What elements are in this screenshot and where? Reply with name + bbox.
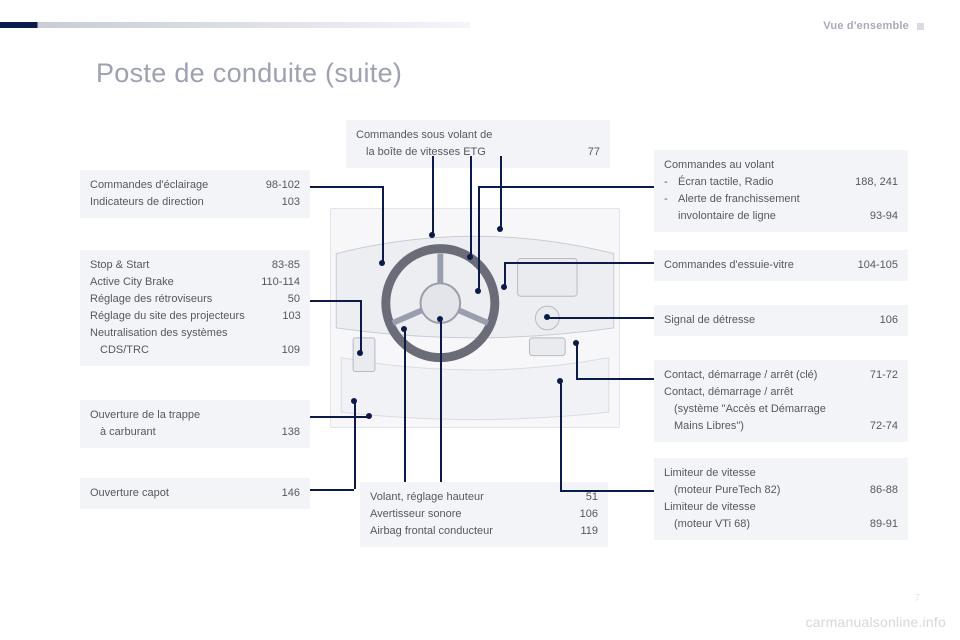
section-label: Vue d'ensemble	[823, 20, 924, 32]
callout-bonnet: Ouverture capot146	[80, 478, 310, 509]
leader-line	[310, 186, 382, 188]
callout-ignition: Contact, démarrage / arrêt (clé)71-72Con…	[654, 360, 908, 442]
callout-speed-limiter: Limiteur de vitesse(moteur PureTech 82)8…	[654, 458, 908, 540]
callout-wiper: Commandes d'essuie-vitre104-105	[654, 250, 908, 281]
callout-lighting: Commandes d'éclairage98-102Indicateurs d…	[80, 170, 310, 218]
callout-steering-horn-airbag: Volant, réglage hauteur51Avertisseur son…	[360, 482, 608, 547]
callout-driver-assist: Stop & Start83-85Active City Brake110-11…	[80, 250, 310, 366]
callout-hazard: Signal de détresse106	[654, 305, 908, 336]
dashboard-illustration	[330, 208, 620, 428]
watermark: carmanualsonline.info	[806, 614, 946, 630]
callout-gearbox-commands: Commandes sous volant dela boîte de vite…	[346, 120, 610, 168]
callout-wheel-controls: Commandes au volantÉcran tactile, Radio1…	[654, 150, 908, 232]
callout-fuel-flap: Ouverture de la trappeà carburant138	[80, 400, 310, 448]
leader-line	[478, 186, 654, 188]
page-title: Poste de conduite (suite)	[96, 58, 402, 89]
page-number: 7	[914, 593, 920, 604]
leader-line	[310, 489, 354, 491]
header-accent-bar	[0, 22, 470, 28]
